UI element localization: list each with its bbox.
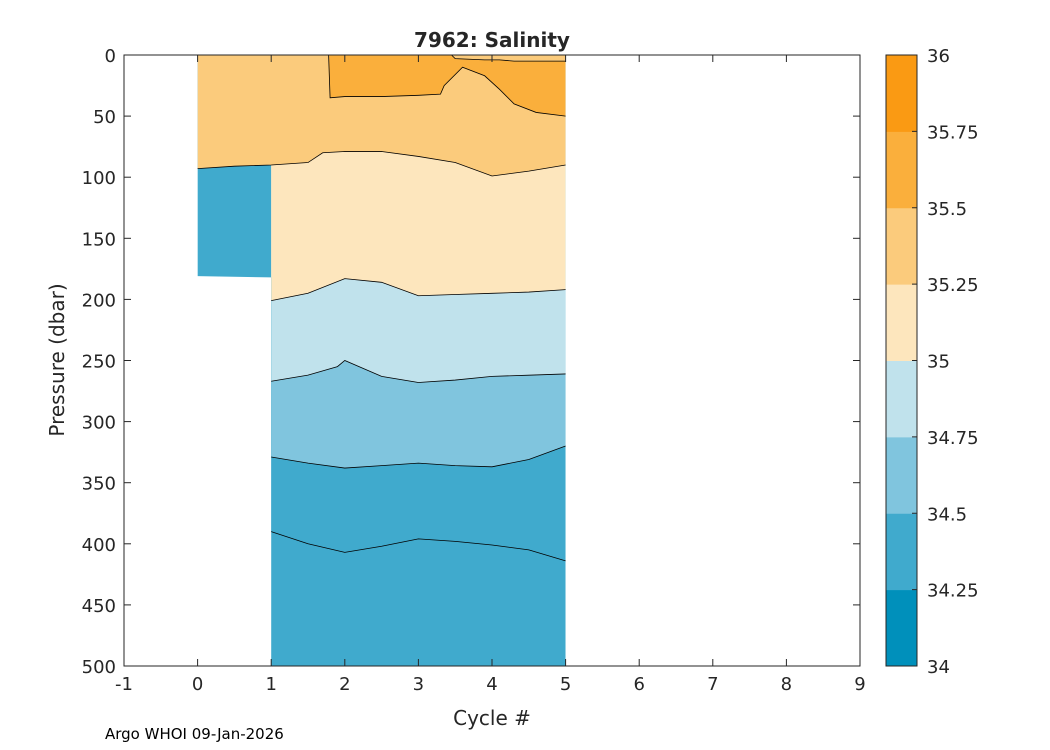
x-tick-label: 5: [560, 674, 571, 695]
y-tick-label: 450: [82, 596, 116, 617]
x-axis-label: Cycle #: [453, 706, 531, 730]
colorbar-segment: [886, 513, 917, 591]
salinity-band: [328, 55, 566, 117]
colorbar-segment: [886, 436, 917, 514]
contour-fills: [197, 55, 566, 666]
colorbar-tick-label: 35: [927, 352, 950, 373]
colorbar: 36 35.75 35.5 35.25 35 34.75 34.5 34.25 34: [885, 46, 979, 678]
x-tick-label: 8: [781, 674, 792, 695]
contour-line: [328, 55, 566, 117]
salinity-band: [197, 55, 566, 176]
y-tick-label: 350: [82, 474, 116, 495]
colorbar-segment: [886, 55, 917, 132]
colorbar-tick-label: 35.25: [927, 275, 979, 296]
y-tick-label: 50: [93, 107, 116, 128]
y-tick-label: 0: [105, 46, 116, 67]
contour-lines: [197, 55, 566, 562]
colorbar-tick-label: 34: [927, 657, 950, 678]
chart-title: 7962: Salinity: [414, 28, 570, 52]
x-tick-label: 0: [192, 674, 203, 695]
footer-credit: Argo WHOI 09-Jan-2026: [105, 725, 284, 743]
colorbar-segment: [886, 131, 917, 209]
colorbar-segment: [886, 284, 917, 361]
colorbar-tick-label: 34.5: [927, 504, 967, 525]
y-tick-label: 500: [82, 657, 116, 678]
colorbar-tick-label: 35.75: [927, 122, 979, 143]
contour-line: [271, 360, 566, 383]
y-axis: 0 50 100 150 200 250 300 350 400 450 500: [82, 46, 860, 678]
y-axis-label: Pressure (dbar): [45, 283, 69, 436]
y-tick-label: 200: [82, 290, 116, 311]
x-tick-label: -1: [115, 674, 133, 695]
colorbar-tick-label: 35.5: [927, 199, 967, 220]
y-tick-label: 400: [82, 535, 116, 556]
x-tick-label: 9: [854, 674, 865, 695]
x-tick-label: 1: [265, 674, 276, 695]
contour-line: [271, 445, 566, 469]
colorbar-tick-label: 36: [927, 46, 950, 67]
y-tick-label: 300: [82, 413, 116, 434]
contour-line: [197, 151, 566, 177]
x-axis: -1 0 1 2 3 4 5 6 7 8 9: [115, 55, 866, 695]
colorbar-tick-label: 34.75: [927, 428, 979, 449]
x-tick-label: 4: [486, 674, 497, 695]
contour-line: [271, 531, 566, 562]
colorbar-segment: [886, 207, 917, 285]
colorbar-tick-label: 34.25: [927, 581, 979, 602]
contour-line: [451, 55, 566, 62]
colorbar-segment: [886, 589, 917, 667]
x-tick-label: 6: [633, 674, 644, 695]
colorbar-segment: [886, 360, 917, 438]
y-tick-label: 100: [82, 168, 116, 189]
x-tick-label: 7: [707, 674, 718, 695]
y-tick-label: 250: [82, 352, 116, 373]
y-tick-label: 150: [82, 229, 116, 250]
x-tick-label: 3: [413, 674, 424, 695]
contour-line: [271, 278, 566, 302]
x-tick-label: 2: [339, 674, 350, 695]
